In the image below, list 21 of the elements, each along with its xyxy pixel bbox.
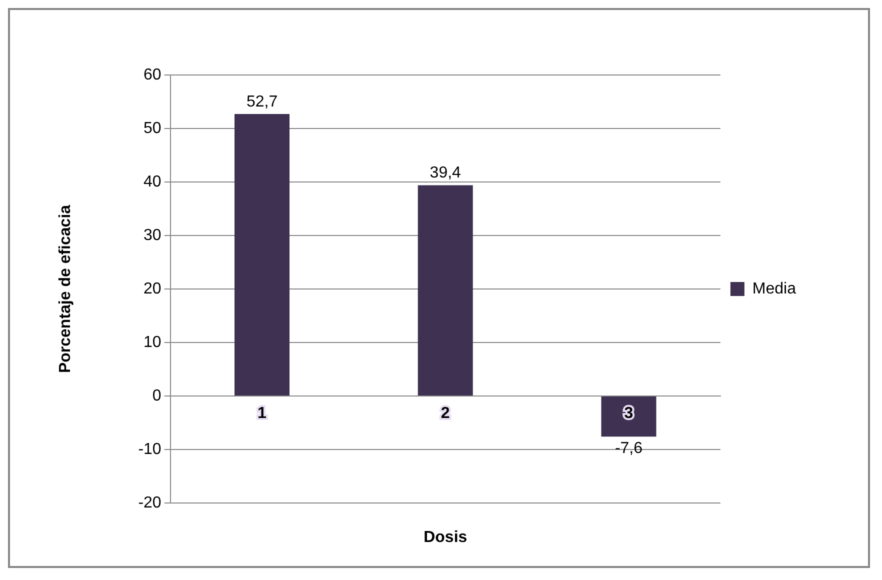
y-tick-label: 20 (144, 280, 162, 298)
data-label: -7,6 (614, 440, 643, 458)
y-tick-label: -20 (138, 494, 162, 512)
x-tick-label: 3 (624, 405, 634, 422)
y-tick-label: 10 (144, 334, 162, 351)
x-axis-title: Dosis (424, 529, 468, 546)
bar (418, 185, 473, 396)
y-axis-title: Porcentaje de eficacia (57, 204, 74, 374)
x-tick-label: 2 (440, 405, 450, 422)
y-tick-label: 50 (144, 120, 162, 137)
y-tick-label: -10 (138, 440, 162, 458)
bar (234, 114, 290, 396)
bar (601, 396, 656, 437)
y-tick-label: 30 (144, 226, 162, 244)
legend-label: Media (752, 280, 796, 298)
y-tick-label: 60 (144, 66, 162, 84)
x-tick-label: 1 (258, 405, 267, 422)
y-tick-label: 0 (152, 387, 162, 404)
y-tick-label: 40 (144, 173, 162, 190)
data-label: 52,7 (246, 93, 278, 110)
data-label: 39,4 (430, 164, 462, 182)
